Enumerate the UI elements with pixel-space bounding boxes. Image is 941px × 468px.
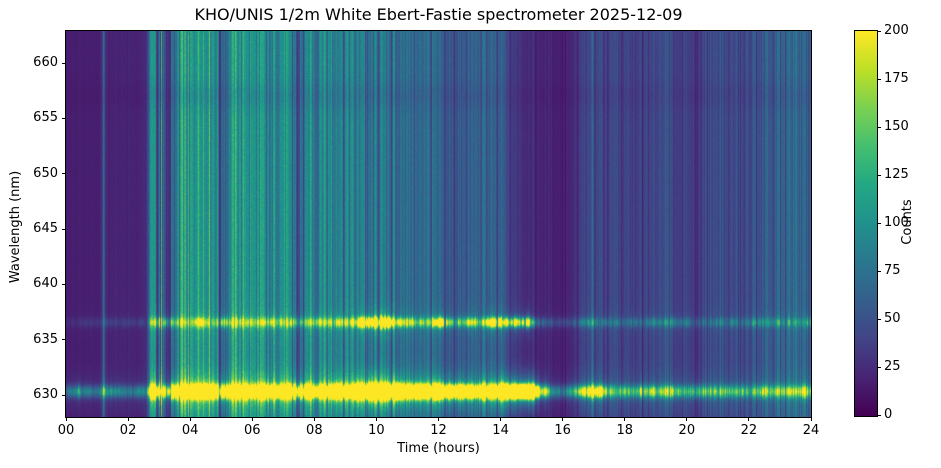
colorbar-tick-mark xyxy=(877,318,881,320)
x-tick-label: 10 xyxy=(368,423,385,438)
x-tick-mark xyxy=(500,417,502,421)
colorbar-tick-label: 150 xyxy=(884,119,909,134)
y-tick-label: 660 xyxy=(33,55,58,70)
y-tick-label: 650 xyxy=(33,165,58,181)
x-tick-label: 20 xyxy=(678,423,696,438)
colorbar-tick-mark xyxy=(877,366,881,368)
colorbar-tick-mark xyxy=(877,78,881,80)
y-tick-label: 635 xyxy=(33,331,58,347)
x-tick-mark xyxy=(189,417,191,421)
colorbar-tick-mark xyxy=(877,174,881,176)
y-tick-mark xyxy=(62,283,66,285)
x-tick-label: 14 xyxy=(492,423,509,438)
x-tick-label: 00 xyxy=(57,423,75,438)
y-tick-mark xyxy=(62,394,66,396)
x-tick-label: 22 xyxy=(740,423,758,438)
x-tick-mark xyxy=(624,417,626,421)
x-tick-label: 04 xyxy=(181,423,199,438)
colorbar-tick-label: 200 xyxy=(884,23,909,38)
chart-title: KHO/UNIS 1/2m White Ebert-Fastie spectro… xyxy=(194,5,683,24)
x-tick-label: 24 xyxy=(802,423,820,438)
x-tick-label: 02 xyxy=(119,423,137,438)
x-tick-mark xyxy=(375,417,377,421)
colorbar-tick-label: 175 xyxy=(884,71,909,86)
colorbar-tick-label: 25 xyxy=(884,359,901,374)
x-tick-label: 08 xyxy=(306,423,323,438)
colorbar-tick-mark xyxy=(877,414,881,416)
x-tick-mark xyxy=(562,417,564,421)
x-tick-label: 16 xyxy=(554,423,571,438)
x-tick-mark xyxy=(748,417,750,421)
x-tick-label: 06 xyxy=(243,423,261,438)
spectrogram-heatmap xyxy=(66,31,811,417)
y-tick-label: 630 xyxy=(33,387,58,402)
colorbar-tick-mark xyxy=(877,270,881,272)
y-tick-mark xyxy=(62,339,66,341)
colorbar-tick-mark xyxy=(877,30,881,32)
colorbar-tick-mark xyxy=(877,222,881,224)
colorbar-tick-label: 0 xyxy=(884,407,893,422)
colorbar-tick-label: 75 xyxy=(884,263,901,278)
x-tick-label: 12 xyxy=(430,423,447,438)
y-tick-label: 645 xyxy=(33,221,58,236)
y-tick-mark xyxy=(62,62,66,64)
colorbar-tick-mark xyxy=(877,126,881,128)
x-tick-mark xyxy=(313,417,315,421)
x-tick-mark xyxy=(65,417,67,421)
colorbar-tick-label: 125 xyxy=(884,167,909,182)
y-tick-mark xyxy=(62,228,66,230)
colorbar-tick-label: 100 xyxy=(884,215,909,230)
colorbar-gradient xyxy=(855,31,877,416)
colorbar-label: Counts xyxy=(900,199,915,245)
x-tick-mark xyxy=(686,417,688,421)
y-tick-label: 655 xyxy=(33,110,58,126)
colorbar-tick-label: 50 xyxy=(884,311,901,326)
y-tick-label: 640 xyxy=(33,276,58,292)
x-axis-label: Time (hours) xyxy=(397,441,480,456)
x-tick-mark xyxy=(251,417,253,421)
x-tick-mark xyxy=(438,417,439,421)
x-tick-mark xyxy=(810,417,812,421)
x-tick-label: 18 xyxy=(616,423,634,438)
y-tick-mark xyxy=(62,173,66,175)
x-tick-mark xyxy=(127,417,129,421)
y-tick-mark xyxy=(62,117,66,119)
